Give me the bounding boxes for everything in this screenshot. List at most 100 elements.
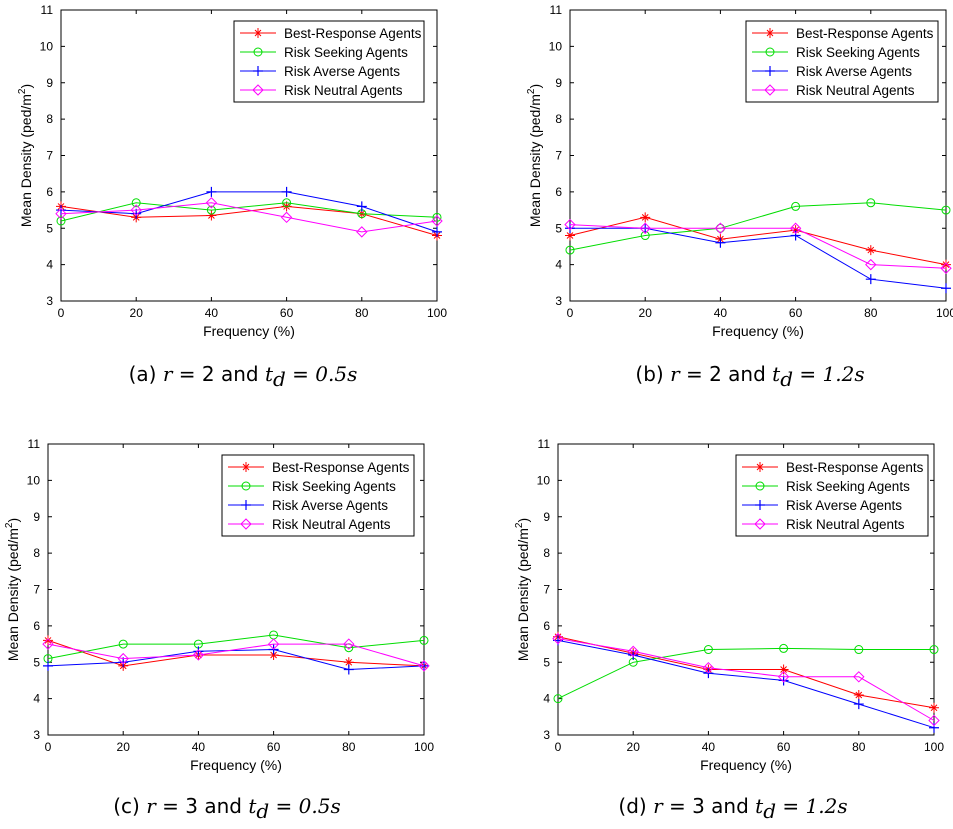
legend-marker [241, 481, 251, 491]
data-point [790, 230, 801, 241]
data-point [866, 198, 876, 208]
data-point [565, 230, 575, 241]
chart-panel-1: 0 20 40 60 80 100 3 4 5 6 7 8 9 10 11 Frequency (%) Mean… [17, 3, 447, 391]
data-point [640, 212, 651, 223]
x-axis-label: Frequency (%) [700, 757, 792, 773]
legend-label: Risk Neutral Agents [786, 517, 905, 532]
legend-label: Risk Seeking Agents [272, 479, 396, 494]
data-point [854, 645, 864, 655]
legend: Best-Response Agents Risk Seeking Agents R… [233, 20, 425, 103]
y-tick-label: 3 [543, 728, 550, 742]
data-point [929, 722, 939, 733]
legend-marker [252, 84, 264, 96]
y-tick-label: 11 [41, 3, 54, 17]
x-tick-label: 60 [267, 740, 281, 754]
data-point [865, 258, 877, 271]
data-point [343, 638, 355, 650]
legend-marker [240, 518, 252, 530]
panel-caption: (b) r = 2 and td = 1.2s [635, 362, 864, 391]
legend-marker [764, 84, 776, 96]
y-tick-label: 9 [543, 510, 550, 524]
legend: Best-Response Agents Risk Seeking Agents R… [735, 454, 929, 537]
y-tick-label: 5 [543, 655, 550, 669]
series-line [569, 202, 947, 251]
x-tick-label: 40 [714, 306, 728, 320]
legend-label: Risk Neutral Agents [796, 83, 915, 98]
y-tick-label: 3 [555, 294, 562, 308]
series-line [60, 202, 438, 233]
legend-marker [755, 481, 765, 491]
x-tick-label: 40 [702, 740, 716, 754]
data-point [853, 699, 864, 710]
data-point [42, 638, 54, 650]
data-point [865, 245, 876, 256]
data-point [791, 201, 801, 211]
x-tick-label: 60 [777, 740, 791, 754]
legend-marker [754, 518, 766, 530]
x-tick-label: 20 [639, 306, 653, 320]
x-tick-label: 20 [117, 740, 131, 754]
x-tick-label: 100 [427, 306, 447, 320]
y-axis-label: Mean Density (ped/m2) [514, 518, 531, 661]
y-tick-label: 7 [33, 583, 40, 597]
data-point [356, 226, 368, 238]
legend-label: Risk Averse Agents [796, 64, 912, 79]
data-point [192, 649, 205, 661]
y-tick-label: 4 [543, 692, 550, 706]
data-point [55, 207, 67, 220]
data-point [941, 283, 951, 294]
legend-box [221, 454, 415, 537]
data-point [43, 660, 53, 671]
data-point [789, 222, 802, 234]
x-tick-label: 0 [567, 306, 574, 320]
data-point [343, 657, 354, 668]
legend-marker [253, 47, 263, 57]
chart-panel-3: 0 20 40 60 80 100 3 4 5 6 7 8 9 10 11 Frequency (%) Mean… [4, 437, 434, 823]
legend-label: Best-Response Agents [786, 460, 924, 475]
data-point [206, 210, 217, 221]
x-tick-label: 60 [789, 306, 803, 320]
legend-marker [253, 66, 263, 76]
data-point [853, 689, 864, 700]
y-axis-label: Mean Density (ped/m2) [4, 518, 21, 661]
legend-label: Risk Seeking Agents [284, 45, 408, 60]
y-tick-label: 4 [555, 258, 562, 272]
x-axis-label: Frequency (%) [190, 757, 282, 773]
data-point [928, 714, 940, 727]
data-point [929, 702, 939, 713]
data-point [565, 245, 575, 255]
data-point [43, 635, 53, 646]
legend-label: Best-Response Agents [272, 460, 410, 475]
panel-caption: (c) r = 3 and td = 0.5s [113, 794, 341, 823]
series-line [60, 191, 438, 233]
y-tick-label: 11 [550, 3, 563, 17]
data-point [778, 664, 789, 675]
data-point [940, 262, 952, 274]
data-point [941, 205, 951, 215]
x-tick-label: 80 [355, 306, 369, 320]
legend-label: Risk Averse Agents [786, 498, 902, 513]
x-axis-label: Frequency (%) [203, 323, 295, 339]
y-tick-label: 6 [46, 185, 53, 199]
data-point [56, 216, 66, 226]
legend-marker [765, 47, 775, 57]
data-point [552, 632, 564, 645]
x-tick-label: 0 [58, 306, 65, 320]
x-axis-label: Frequency (%) [712, 323, 804, 339]
legend-marker [755, 462, 765, 472]
data-point [564, 218, 576, 231]
y-axis-label: Mean Density (ped/m2) [17, 84, 34, 227]
y-tick-label: 6 [543, 619, 550, 633]
x-tick-label: 80 [342, 740, 356, 754]
legend-marker [253, 28, 263, 38]
data-point [205, 197, 218, 209]
data-point [131, 198, 141, 208]
x-tick-label: 100 [414, 740, 434, 754]
y-tick-label: 6 [555, 185, 562, 199]
legend-box [735, 454, 929, 537]
x-tick-label: 60 [280, 306, 294, 320]
x-tick-label: 0 [45, 740, 52, 754]
y-tick-label: 5 [46, 221, 53, 235]
data-point [777, 671, 790, 683]
data-point [865, 274, 876, 285]
